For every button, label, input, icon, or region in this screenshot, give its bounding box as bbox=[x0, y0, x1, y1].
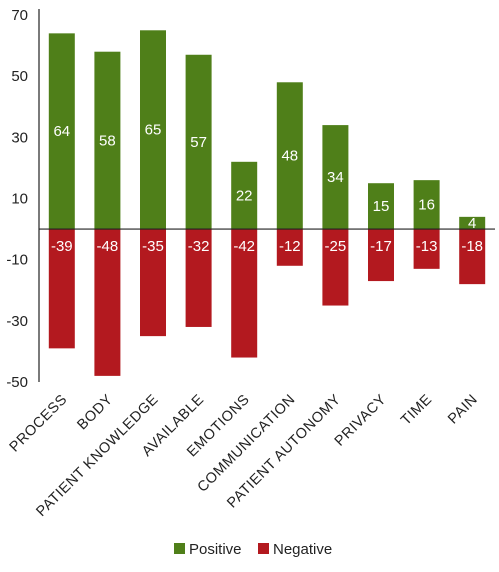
bar-positive-6 bbox=[322, 125, 349, 230]
bar-positive-8 bbox=[413, 180, 440, 230]
data-label-negative-7: -17 bbox=[370, 238, 392, 255]
bar-positive-2 bbox=[140, 30, 166, 230]
bar-positive-4 bbox=[231, 161, 258, 230]
bar-positive-5 bbox=[276, 82, 303, 230]
data-label-positive-1: 58 bbox=[99, 132, 116, 149]
data-labels-group: 64 -39 58 -48 65 -35 57 -32 22 -42 48 -12 34 -25 15 -17… bbox=[51, 122, 483, 255]
bar-negative-2 bbox=[140, 229, 166, 337]
legend-swatch-1 bbox=[258, 543, 269, 554]
y-axis-ticks: 70 50 30 10 -10 -30 -50 bbox=[6, 7, 28, 391]
data-label-negative-0: -39 bbox=[51, 238, 73, 255]
legend-swatch-0 bbox=[174, 543, 185, 554]
y-tick-label-5: -30 bbox=[6, 313, 28, 330]
data-label-positive-7: 15 bbox=[373, 198, 390, 215]
bar-negative-1 bbox=[94, 229, 121, 376]
bar-negative-5 bbox=[276, 229, 303, 266]
data-label-negative-9: -18 bbox=[461, 238, 483, 255]
y-tick-label-4: -10 bbox=[6, 252, 28, 269]
legend: Positive Negative bbox=[174, 541, 332, 558]
bar-negative-6 bbox=[322, 229, 349, 306]
data-label-negative-6: -25 bbox=[325, 238, 347, 255]
category-label-9: PAIN bbox=[445, 392, 481, 428]
bar-negative-3 bbox=[185, 229, 212, 327]
data-label-negative-3: -32 bbox=[188, 238, 210, 255]
data-label-positive-2: 65 bbox=[145, 122, 162, 139]
legend-label-0: Positive bbox=[189, 541, 242, 558]
data-label-positive-0: 64 bbox=[53, 123, 70, 140]
data-label-positive-5: 48 bbox=[281, 148, 298, 165]
y-tick-label-3: 10 bbox=[11, 191, 28, 208]
bar-positive-9 bbox=[459, 216, 486, 230]
bars-group bbox=[48, 30, 486, 376]
category-label-0: PROCESS bbox=[7, 392, 71, 456]
category-label-8: TIME bbox=[398, 392, 435, 429]
y-tick-label-1: 50 bbox=[11, 68, 28, 85]
bar-positive-3 bbox=[185, 54, 212, 230]
bar-negative-4 bbox=[231, 229, 258, 358]
bar-positive-0 bbox=[48, 33, 75, 230]
data-label-positive-3: 57 bbox=[190, 134, 207, 151]
bar-negative-9 bbox=[459, 229, 486, 285]
y-tick-label-0: 70 bbox=[11, 7, 28, 24]
y-tick-label-2: 30 bbox=[11, 129, 28, 146]
data-label-positive-9: 4 bbox=[468, 215, 476, 232]
data-label-negative-4: -42 bbox=[233, 238, 255, 255]
data-label-negative-8: -13 bbox=[416, 238, 438, 255]
legend-label-1: Negative bbox=[273, 541, 332, 558]
data-label-positive-4: 22 bbox=[236, 187, 253, 204]
data-label-negative-1: -48 bbox=[97, 238, 119, 255]
y-tick-label-6: -50 bbox=[6, 374, 28, 391]
bar-negative-0 bbox=[48, 229, 75, 349]
data-label-positive-6: 34 bbox=[327, 169, 344, 186]
data-label-negative-2: -35 bbox=[142, 238, 164, 255]
bar-positive-1 bbox=[94, 51, 121, 230]
data-label-positive-8: 16 bbox=[418, 197, 435, 214]
data-label-negative-5: -12 bbox=[279, 238, 301, 255]
bar-negative-7 bbox=[368, 229, 394, 282]
bar-negative-8 bbox=[413, 229, 440, 269]
category-label-1: BODY bbox=[74, 392, 116, 434]
bar-positive-7 bbox=[368, 183, 394, 230]
